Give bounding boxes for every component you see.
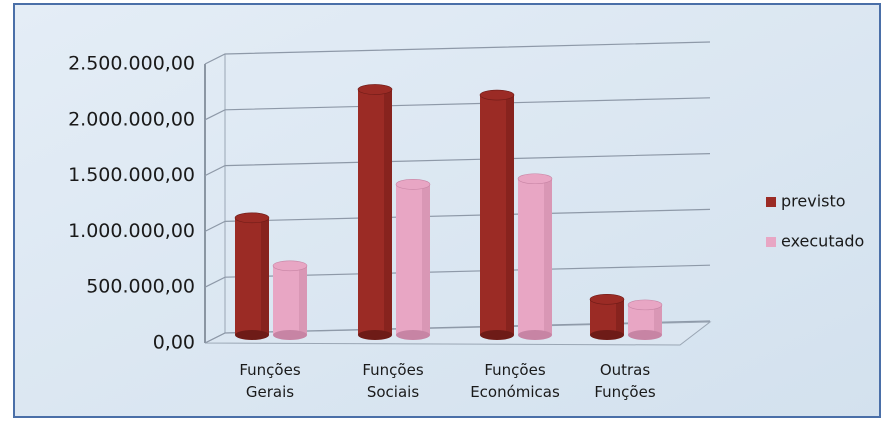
bar-top [517, 173, 553, 185]
bar [272, 260, 308, 340]
bar-shade [616, 299, 624, 335]
x-tick-label: Funções Económicas [470, 361, 560, 401]
bar-body [235, 217, 269, 335]
y-tick-label: 0,00 [153, 332, 195, 354]
x-tick-label: Outras Funções [594, 361, 655, 401]
bar-base [480, 330, 514, 340]
bar-body [518, 178, 552, 335]
bar [234, 212, 270, 340]
bar [395, 179, 431, 340]
bar-body [590, 299, 624, 335]
bar-base [358, 330, 392, 340]
y-tick-label: 1.500.000,00 [68, 164, 195, 186]
bar [479, 89, 515, 340]
bar-shade [544, 178, 552, 335]
bar [589, 293, 625, 340]
grid-line [204, 153, 711, 177]
y-tick-label: 1.000.000,00 [68, 220, 195, 242]
bar-base [273, 330, 307, 340]
bar-base [235, 330, 269, 340]
legend-swatch [766, 237, 776, 247]
grid-line [204, 41, 711, 65]
bar-top [395, 179, 431, 190]
bar-top [627, 299, 663, 311]
y-tick-label: 2.000.000,00 [68, 108, 195, 130]
bar-base [590, 330, 624, 340]
x-tick-label: Funções Gerais [239, 361, 300, 401]
bar [627, 299, 663, 340]
bar-body [396, 184, 430, 335]
bar-top [357, 84, 393, 95]
bar-top [479, 89, 515, 101]
bar-base [518, 330, 552, 340]
chart-frame [13, 3, 881, 418]
bar-body [480, 95, 514, 335]
x-tick-label: Funções Sociais [362, 361, 423, 401]
bar-shade [261, 217, 269, 335]
bar-body [273, 265, 307, 335]
bar [357, 84, 393, 340]
legend-label: executado [781, 232, 864, 251]
bar-body [358, 89, 392, 335]
y-tick-label: 2.500.000,00 [68, 53, 195, 75]
bar-shade [422, 184, 430, 335]
bar-top [272, 260, 308, 272]
bar-base [628, 330, 662, 340]
bar [517, 173, 553, 340]
bar-shade [299, 265, 307, 335]
legend-label: previsto [781, 192, 846, 211]
legend-swatch [766, 197, 776, 207]
bar-top [589, 293, 625, 305]
bar-shade [506, 95, 514, 335]
bar-top [234, 212, 270, 224]
bar-shade [384, 89, 392, 335]
y-tick-label: 500.000,00 [86, 276, 195, 298]
bar-shade [654, 304, 662, 335]
grid-line [204, 97, 711, 121]
bar-base [396, 330, 430, 340]
